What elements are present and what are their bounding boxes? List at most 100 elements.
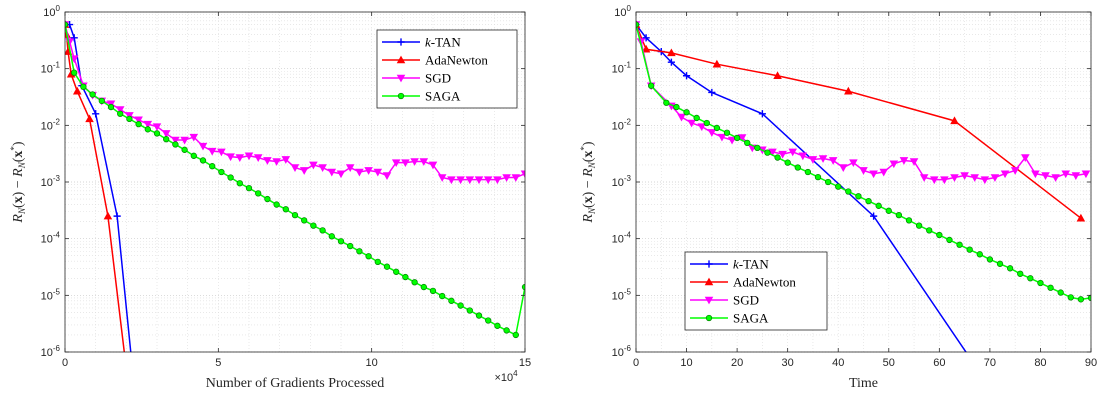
data-point [382,172,392,180]
data-point [282,206,289,213]
data-point [824,178,832,186]
data-point [960,172,969,180]
data-point [946,236,953,244]
data-point [838,164,848,172]
data-point [253,154,263,162]
data-point [493,176,502,185]
data-point [273,201,280,208]
data-point [411,279,418,286]
data-point [180,136,189,145]
data-point [915,222,923,229]
data-point [909,158,919,166]
data-point [682,72,691,80]
data-point [708,88,716,97]
data-point [1077,296,1085,303]
data-point [263,157,272,165]
y-tick-label: 10-5 [612,287,632,302]
y-tick-label: 10-6 [41,344,61,359]
data-point [447,176,456,185]
legend-label: SAGA [733,311,769,326]
data-point [181,146,188,153]
data-point [511,174,521,182]
legend-marker [397,38,405,46]
data-point [466,307,473,314]
data-point [986,256,994,263]
x-tick-label: 60 [933,357,945,369]
data-point [328,233,335,240]
data-point [161,130,171,138]
data-point [301,217,308,224]
data-point [990,174,1000,182]
data-point [143,120,153,129]
data-point [895,212,903,219]
legend-item-k-tan: k-TAN [690,257,769,272]
data-point [814,173,822,181]
data-point [966,354,973,361]
data-point [828,157,838,165]
legend-item-saga: SAGA [382,89,461,104]
data-point [1021,154,1030,162]
legend-marker [396,74,406,83]
x-tick-label: 90 [1085,357,1097,369]
data-point [209,163,216,170]
data-point [1031,170,1040,179]
data-point [410,158,419,166]
data-point [374,258,381,265]
data-point [744,139,751,147]
data-point [117,110,124,117]
data-point [318,164,327,172]
data-point [723,129,731,136]
data-point [1000,170,1010,179]
data-point [1067,294,1074,301]
data-point [1081,170,1091,179]
data-point [227,174,234,181]
data-point [693,114,700,122]
data-point [319,227,326,234]
data-point [419,158,429,166]
data-point [171,136,180,145]
data-point [648,82,655,89]
data-point [717,133,727,142]
x-tick-label: 80 [1034,357,1046,369]
data-point [373,168,383,177]
legend-item-sgd: SGD [690,293,759,308]
data-point [456,176,465,185]
legend-marker [705,260,713,268]
data-point [929,176,939,185]
data-point [642,34,650,42]
data-point [885,207,892,214]
data-point [264,195,271,203]
x-axis-label: Number of Gradients Processed [206,376,384,391]
data-point [919,174,929,182]
data-point [218,168,225,176]
data-point [980,176,990,185]
x-tick-label: 10 [366,357,378,369]
legend-item-adanewton: AdaNewton [690,275,796,290]
data-point [926,227,933,234]
x-tick-label: 5 [215,357,221,369]
legend-label: AdaNewton [425,53,488,68]
data-point [365,253,372,260]
data-point [439,292,446,300]
y-tick-label: 100 [614,4,631,19]
data-point [198,142,208,151]
data-point [804,168,812,176]
data-point [859,167,868,175]
data-point [126,115,133,123]
y-tick-label: 10-3 [41,174,61,189]
data-point [835,183,842,190]
y-axis-label: RN(x) − RN(x*) [9,141,27,224]
y-tick-label: 10-4 [612,231,632,246]
data-point [1041,172,1050,180]
data-point [144,126,151,133]
x-tick-label: 0 [633,357,639,369]
data-point [899,157,909,165]
left-chart: 0 5 10 15 10-6 10-5 10-4 10-3 10-2 10-1 100 Number … [9,4,531,391]
data-point [503,327,510,334]
legend: k-TAN AdaNewton SGD SAGA [376,29,518,109]
series-group [65,20,525,352]
legend-label: k-TAN [733,257,769,272]
data-point [764,149,771,156]
x-tick-label: 10 [680,357,692,369]
x-multiplier: ×104 [494,369,518,384]
